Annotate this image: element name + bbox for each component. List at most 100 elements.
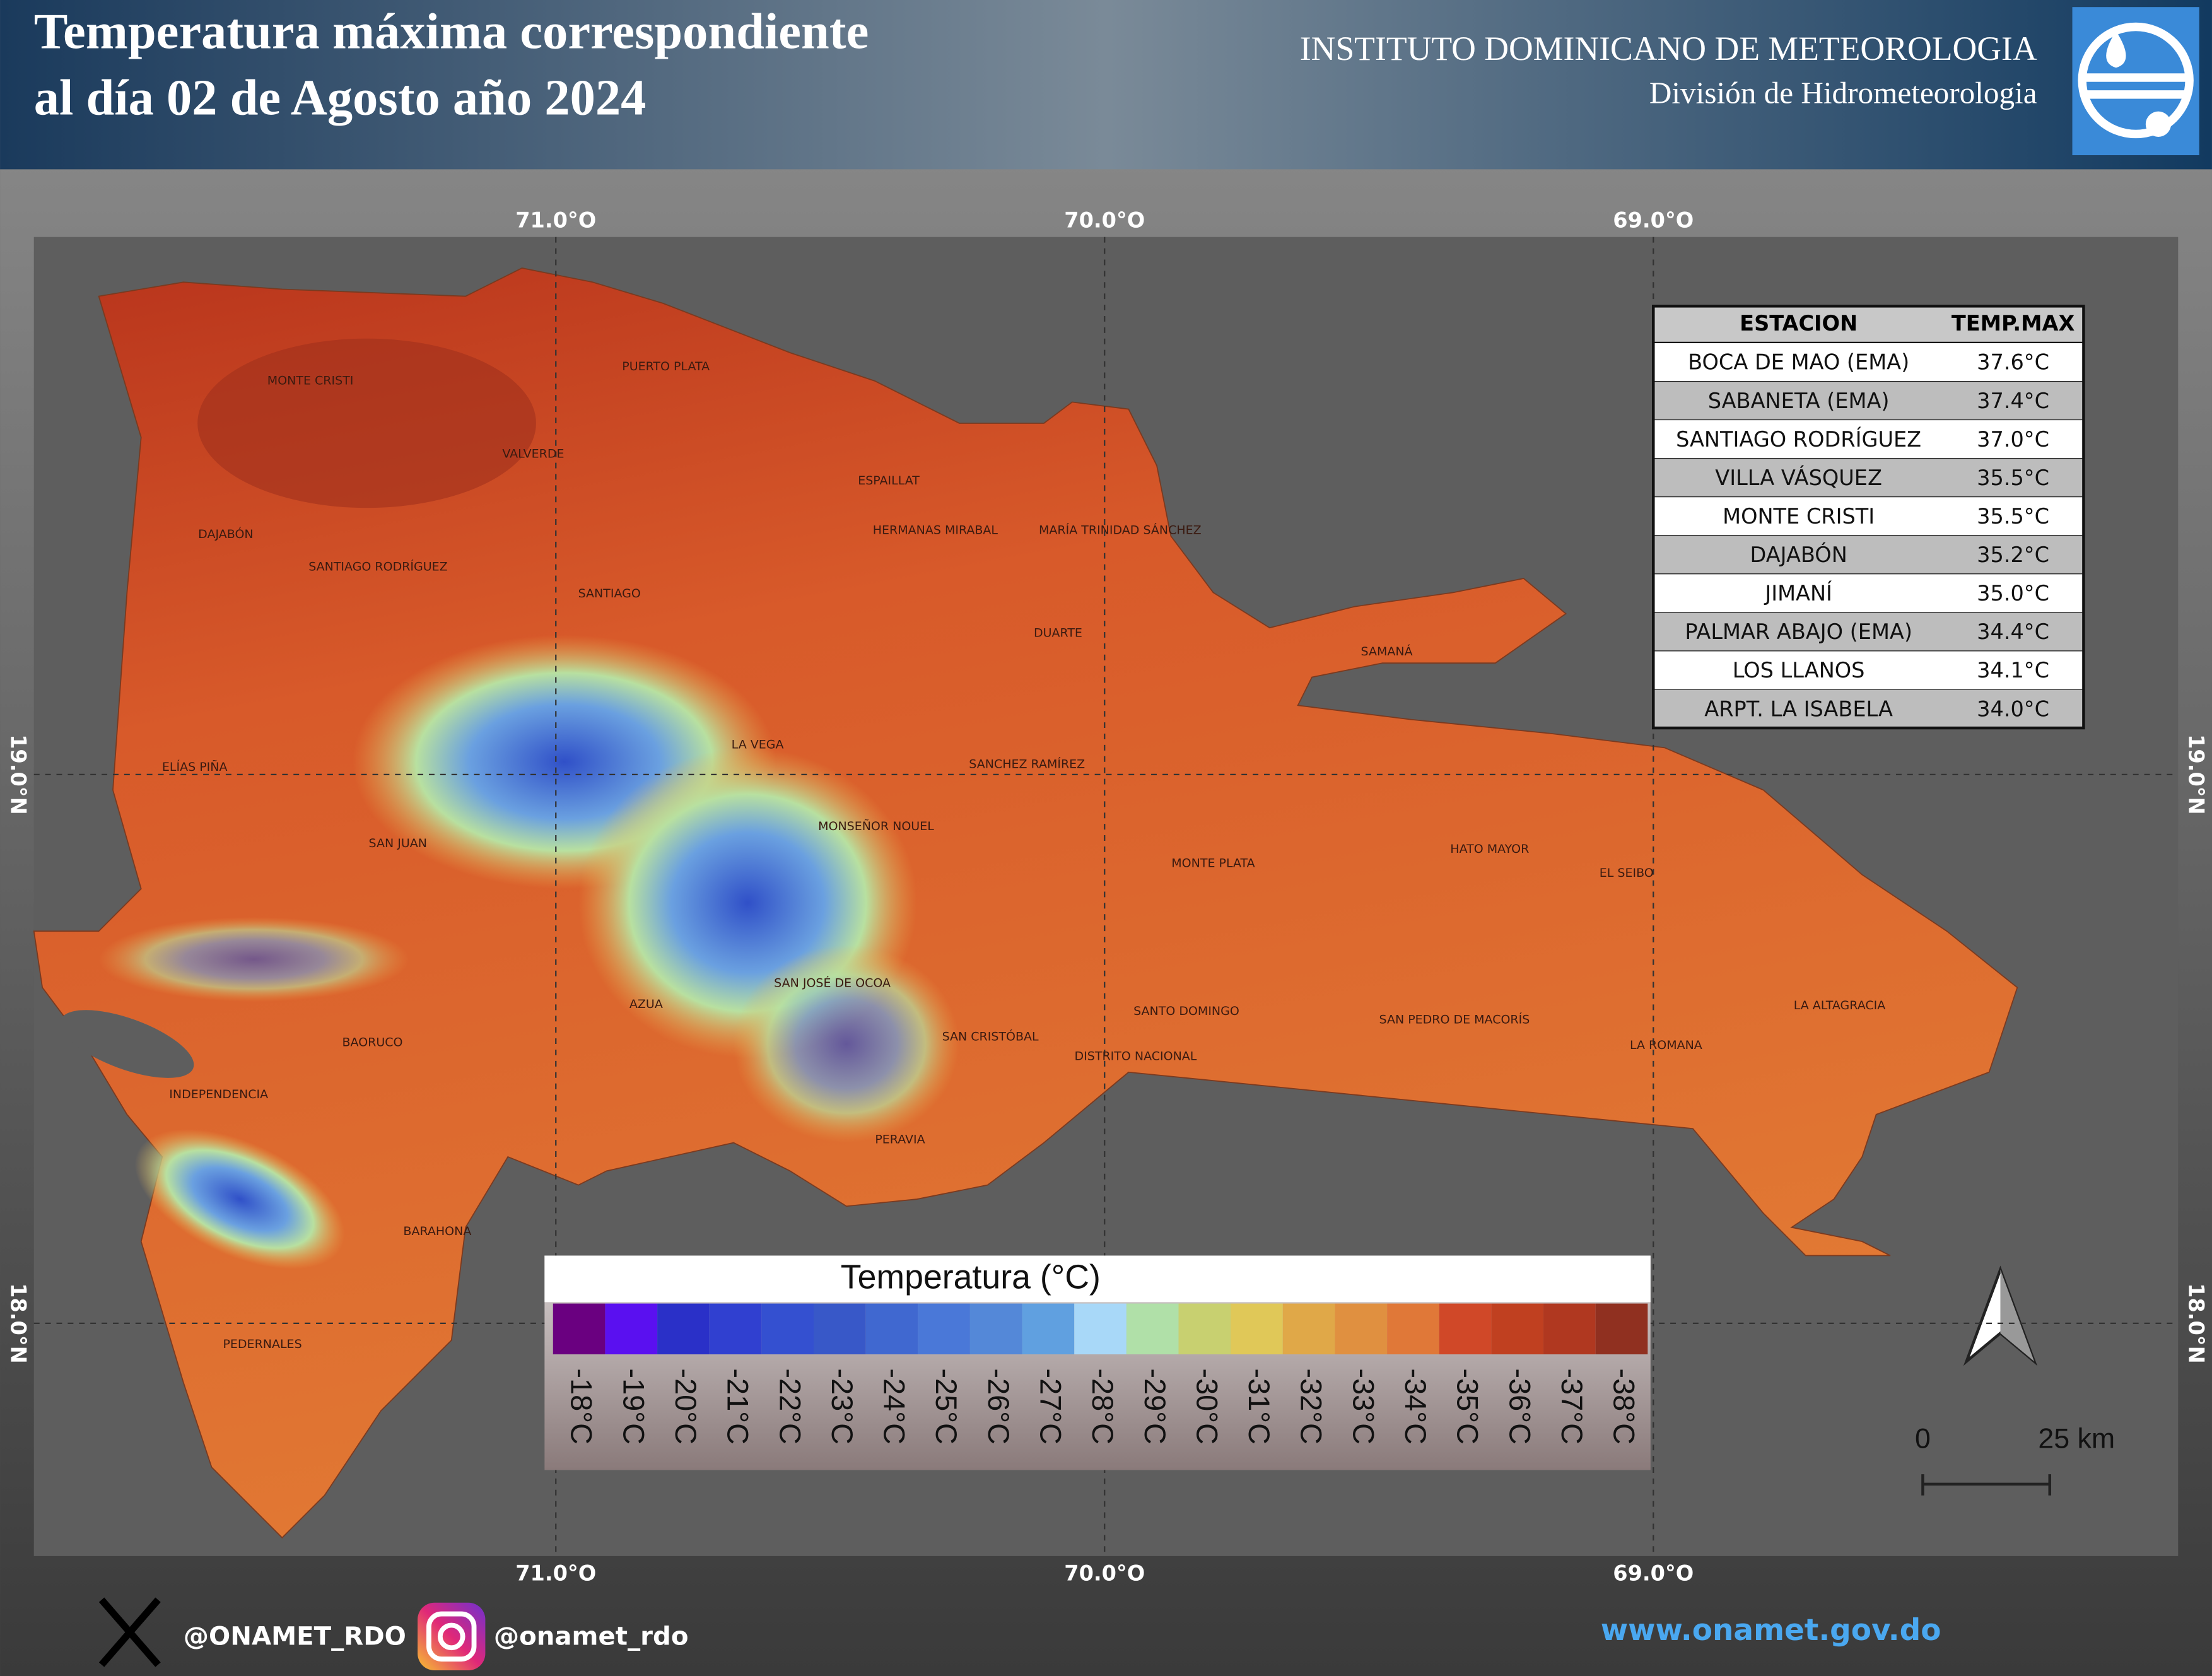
province-label: SANTO DOMINGO [1133, 1004, 1239, 1018]
table-cell: 34.0°C [1977, 696, 2049, 721]
table-cell: 37.0°C [1977, 427, 2049, 452]
legend-label: -26°C [982, 1368, 1015, 1445]
table-row-bg [1653, 342, 2084, 382]
table-cell: SANTIAGO RODRÍGUEZ [1676, 426, 1921, 452]
province-label: SANCHEZ RAMÍREZ [969, 757, 1085, 771]
latitude-label: 19.0°N [2184, 734, 2209, 815]
title-line: Temperatura máxima correspondiente [34, 4, 869, 60]
legend-label: -30°C [1190, 1368, 1224, 1445]
legend-label: -37°C [1555, 1368, 1589, 1445]
table-border [1652, 305, 2085, 730]
division: División de Hidrometeorologia [1649, 75, 2037, 110]
table-cell: MONTE CRISTI [1723, 504, 1875, 529]
province-label: SAN PEDRO DE MACORÍS [1379, 1012, 1530, 1027]
legend-swatch [1126, 1303, 1179, 1355]
legend-label: -27°C [1034, 1368, 1068, 1445]
legend-swatch [1543, 1303, 1596, 1355]
table-cell: 35.5°C [1977, 504, 2049, 529]
table-cell: 37.6°C [1977, 350, 2049, 375]
title-line: al día 02 de Agosto año 2024 [34, 70, 647, 126]
legend-label: -29°C [1138, 1368, 1172, 1445]
legend-swatch [1282, 1303, 1335, 1355]
province-label: LA VEGA [732, 737, 784, 751]
legend-swatch [1439, 1303, 1492, 1355]
scale-label: 25 km [2038, 1423, 2115, 1454]
province-label: HATO MAYOR [1450, 842, 1529, 856]
province-label: PUERTO PLATA [622, 360, 710, 373]
province-label: DISTRITO NACIONAL [1075, 1050, 1197, 1064]
legend-swatch [553, 1303, 606, 1355]
latitude-label: 18.0°N [2184, 1283, 2209, 1364]
table-cell: SABANETA (EMA) [1708, 389, 1890, 413]
legend-label: -23°C [826, 1368, 859, 1445]
legend-swatch [1022, 1303, 1075, 1355]
legend-label: -19°C [617, 1368, 650, 1445]
province-label: DAJABÓN [198, 526, 253, 541]
province-label: MONSEÑOR NOUEL [818, 819, 934, 833]
province-label: BAORUCO [342, 1035, 403, 1049]
longitude-label: 69.0°O [1613, 1561, 1694, 1585]
table-cell: 35.0°C [1977, 581, 2049, 606]
legend-swatch [1595, 1303, 1648, 1355]
logo [2072, 7, 2199, 156]
table-cell: LOS LLANOS [1733, 658, 1865, 683]
table-row-bg [1653, 689, 2084, 729]
legend-label: -24°C [878, 1368, 911, 1445]
legend-title: Temperatura (°C) [841, 1258, 1101, 1296]
instagram-handle: @onamet_rdo [494, 1622, 689, 1651]
province-label: MONTE PLATA [1171, 856, 1255, 870]
legend-swatch [761, 1303, 814, 1355]
province-label: EL SEIBO [1600, 866, 1654, 880]
legend-label: -25°C [930, 1368, 963, 1445]
province-label: SAN JOSÉ DE OCOA [774, 975, 891, 990]
province-label: AZUA [629, 997, 663, 1011]
table-row-bg [1653, 380, 2084, 421]
header-bar [0, 0, 2212, 170]
legend-swatch [814, 1303, 866, 1355]
longitude-label: 69.0°O [1613, 208, 1694, 233]
province-label: VALVERDE [502, 447, 564, 461]
legend-label: -21°C [722, 1368, 755, 1445]
province-label: BARAHONA [403, 1224, 471, 1238]
legend-swatch [1178, 1303, 1231, 1355]
website: www.onamet.gov.do [1601, 1613, 1941, 1648]
table-cell: DAJABÓN [1750, 542, 1847, 567]
province-label: SAN JUAN [369, 836, 427, 850]
table-header-cell: ESTACION [1740, 311, 1858, 336]
map-land [33, 267, 2018, 1539]
legend-label: -28°C [1086, 1368, 1120, 1445]
instagram-logo [418, 1602, 486, 1671]
legend-swatch [605, 1303, 658, 1355]
legend-swatch [709, 1303, 762, 1355]
x-handle: @ONAMET_RDO [184, 1622, 406, 1651]
province-label: MONTE CRISTI [267, 373, 354, 387]
table-cell: VILLA VÁSQUEZ [1715, 465, 1882, 490]
legend-swatch [1335, 1303, 1388, 1355]
legend-label: -33°C [1347, 1368, 1380, 1445]
province-label: SAMANÁ [1361, 644, 1413, 659]
legend-label: -38°C [1608, 1368, 1641, 1445]
table-row-bg [1653, 419, 2084, 459]
legend-label: -34°C [1399, 1368, 1432, 1445]
scale-label: 0 [1915, 1423, 1931, 1454]
province-label: LA ALTAGRACIA [1794, 999, 1886, 1012]
province-label: HERMANAS MIRABAL [873, 523, 998, 537]
legend-label: -32°C [1295, 1368, 1328, 1445]
legend-label: -31°C [1243, 1368, 1276, 1445]
table-cell: 37.4°C [1977, 389, 2049, 413]
longitude-label: 71.0°O [515, 1561, 596, 1585]
north-arrow [1963, 1265, 2038, 1366]
x-logo [98, 1597, 161, 1667]
table-cell: 35.5°C [1977, 466, 2049, 490]
table-cell: 35.2°C [1977, 542, 2049, 567]
province-label: DUARTE [1034, 626, 1082, 640]
legend-label: -18°C [565, 1368, 599, 1445]
table-cell: 34.1°C [1977, 658, 2049, 683]
table-row-bg [1653, 458, 2084, 498]
table-cell: 34.4°C [1977, 619, 2049, 644]
province-label: PEDERNALES [223, 1337, 301, 1351]
table-row-bg [1653, 650, 2084, 690]
province-label: INDEPENDENCIA [169, 1087, 268, 1101]
latitude-label: 19.0°N [6, 734, 30, 815]
